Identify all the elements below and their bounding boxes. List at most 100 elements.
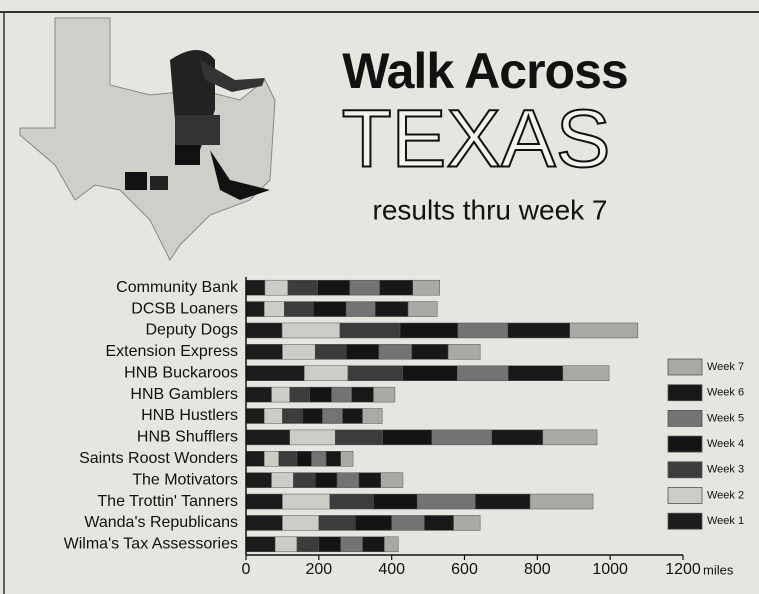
bar-segment <box>336 472 360 488</box>
category-label: DCSB Loaners <box>131 300 238 317</box>
bar-segment <box>349 279 380 296</box>
bar-segment <box>322 408 343 424</box>
legend-swatch <box>667 512 703 530</box>
bar-segment <box>457 322 509 339</box>
bar-segment <box>380 472 404 488</box>
bar-segment <box>245 536 276 553</box>
bar-segment <box>569 322 639 339</box>
bar-segment <box>562 365 610 381</box>
bar-segment <box>282 344 316 360</box>
bar-segment <box>424 515 454 531</box>
bar-segment <box>412 279 440 296</box>
bar-segment <box>529 493 594 510</box>
bar-segment <box>304 365 349 381</box>
bar-segment <box>384 536 399 553</box>
chart-title-big: TEXAS <box>342 94 611 185</box>
bar-segment <box>245 365 305 381</box>
bar-segment <box>407 301 438 317</box>
bar-segment <box>245 493 283 510</box>
bar-segment <box>339 322 401 339</box>
bar-segment <box>362 408 383 424</box>
legend-swatch <box>667 358 703 376</box>
x-tick-label: 1000 <box>592 561 628 578</box>
category-label: Saints Roost Wonders <box>79 450 238 467</box>
bar-segment <box>245 322 283 339</box>
bar-segment <box>334 429 383 446</box>
bar-segment <box>340 451 354 467</box>
bar-segment <box>416 493 476 510</box>
bar-segment <box>431 429 493 446</box>
bar-segment <box>331 386 352 403</box>
legend-label: Week 3 <box>707 464 744 476</box>
bar-segment <box>453 515 481 531</box>
bar-segment <box>373 493 418 510</box>
bar-segment <box>314 344 347 360</box>
bar-segment <box>351 386 374 403</box>
legend-swatch <box>667 487 703 504</box>
category-label: The Motivators <box>132 471 238 488</box>
bar-segment <box>245 408 265 424</box>
bar-segment <box>314 472 338 488</box>
category-label: HNB Shufflers <box>137 429 238 446</box>
x-tick-label: 400 <box>378 561 405 578</box>
texas-illustration <box>19 17 276 261</box>
x-tick-label: 1200 <box>665 561 701 578</box>
legend-swatch <box>667 461 703 479</box>
bar-segment <box>382 429 432 446</box>
bar-segment <box>491 429 544 446</box>
legend-label: Week 1 <box>707 515 744 527</box>
x-tick-label: 800 <box>524 561 551 578</box>
bar-segment <box>342 408 363 424</box>
x-axis-label: miles <box>703 562 734 577</box>
x-tick-label: 0 <box>242 561 251 578</box>
bar-segment <box>311 451 327 467</box>
legend-label: Week 4 <box>707 438 744 450</box>
bar-segment <box>375 301 409 317</box>
bar-segment <box>281 322 341 339</box>
category-label: Deputy Dogs <box>146 322 239 339</box>
category-label: HNB Hustlers <box>141 407 238 424</box>
chart-title: Walk Across <box>342 43 627 99</box>
bar-segment <box>318 536 341 553</box>
bar-segment <box>263 451 280 467</box>
bar-segment <box>282 515 320 531</box>
bar-segment <box>245 515 283 531</box>
bar-segment <box>245 429 290 446</box>
legend-swatch <box>667 409 703 427</box>
bar-segment <box>274 536 298 553</box>
legend-swatch <box>667 435 703 453</box>
legend-label: Week 6 <box>707 387 744 399</box>
bar-segment <box>313 301 347 317</box>
bar-segment <box>362 536 385 553</box>
bar-segment <box>411 344 449 360</box>
legend-label: Week 2 <box>707 489 744 501</box>
chart-subtitle: results thru week 7 <box>373 194 608 225</box>
category-label: Wanda's Republicans <box>84 514 238 531</box>
bar-segment <box>345 301 376 317</box>
bar-segment <box>245 386 272 403</box>
bar-segment <box>289 429 336 446</box>
bar-segment <box>318 515 356 531</box>
bar-segment <box>507 322 570 339</box>
bar-segment <box>282 493 331 510</box>
bar-segment <box>263 408 283 424</box>
category-label: HNB Buckaroos <box>124 364 238 381</box>
category-label: HNB Gamblers <box>130 386 238 403</box>
bar-segment <box>289 386 310 403</box>
category-label: Wilma's Tax Assessories <box>64 536 238 553</box>
bar-segment <box>391 515 425 531</box>
bar-segment <box>373 386 396 403</box>
bar-segment <box>402 365 458 381</box>
category-label: Extension Express <box>105 343 238 360</box>
bar-segment <box>379 279 414 296</box>
bar-segment <box>325 451 341 467</box>
bar-segment <box>347 365 403 381</box>
bar-segment <box>340 536 363 553</box>
bar-segment <box>245 472 272 488</box>
bar-segment <box>456 365 509 381</box>
legend-label: Week 7 <box>707 361 744 373</box>
bar-segment <box>399 322 459 339</box>
bar-segment <box>282 408 303 424</box>
bar-segment <box>293 472 316 488</box>
